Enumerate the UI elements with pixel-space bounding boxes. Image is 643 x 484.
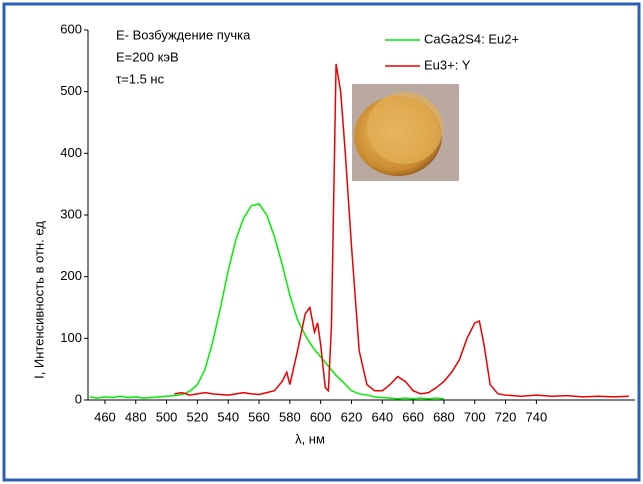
data-line bbox=[174, 63, 629, 398]
x-tick-label: 480 bbox=[125, 409, 147, 424]
y-tick-label: 0 bbox=[75, 391, 82, 406]
x-tick-label: 500 bbox=[156, 409, 178, 424]
x-tick-label: 580 bbox=[279, 409, 301, 424]
x-tick-label: 720 bbox=[495, 409, 517, 424]
y-tick-label: 400 bbox=[60, 145, 82, 160]
y-tick-label: 500 bbox=[60, 83, 82, 98]
data-line bbox=[89, 203, 444, 400]
x-tick-label: 660 bbox=[402, 409, 424, 424]
x-tick-label: 740 bbox=[526, 409, 548, 424]
inset-photo bbox=[352, 84, 459, 181]
x-tick-label: 540 bbox=[217, 409, 239, 424]
x-tick-label: 600 bbox=[310, 409, 332, 424]
y-tick-label: 300 bbox=[60, 206, 82, 221]
annotation: τ=1.5 нс bbox=[116, 71, 165, 86]
annotation: E- Возбуждение пучка bbox=[116, 27, 251, 42]
legend-label: Eu3+: Y bbox=[424, 57, 471, 72]
legend-label: CaGa2S4: Eu2+ bbox=[424, 31, 519, 46]
x-tick-label: 520 bbox=[187, 409, 209, 424]
x-tick-label: 460 bbox=[94, 409, 116, 424]
x-tick-label: 560 bbox=[248, 409, 270, 424]
x-tick-label: 680 bbox=[433, 409, 455, 424]
y-tick-label: 200 bbox=[60, 268, 82, 283]
x-tick-label: 620 bbox=[341, 409, 363, 424]
x-axis-label: λ, нм bbox=[295, 431, 325, 446]
x-tick-label: 700 bbox=[464, 409, 486, 424]
x-tick-label: 640 bbox=[371, 409, 393, 424]
y-tick-label: 100 bbox=[60, 330, 82, 345]
y-tick-label: 600 bbox=[60, 21, 82, 36]
annotation: E=200 кэВ bbox=[116, 49, 179, 64]
y-axis-label: I, Интенсивность в отн. ед bbox=[31, 221, 46, 379]
